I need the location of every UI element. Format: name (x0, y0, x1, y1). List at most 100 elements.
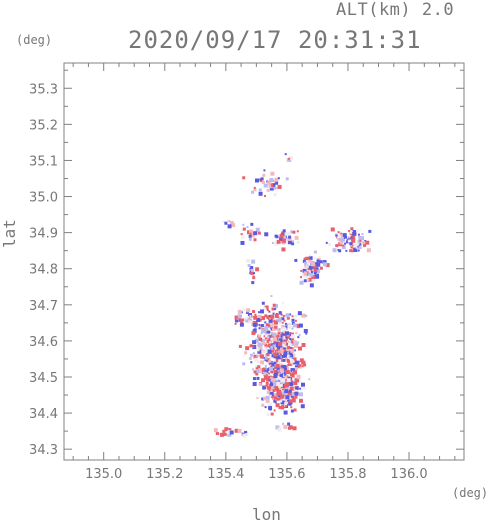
echo-cell (224, 427, 229, 432)
echo-cell (311, 262, 316, 267)
y-axis-unit: (deg) (16, 33, 53, 47)
echo-cell (275, 363, 280, 368)
echo-cell (251, 330, 256, 335)
echo-cell (287, 332, 292, 337)
echo-cell (270, 295, 273, 298)
echo-cell (268, 379, 271, 382)
echo-cell (263, 396, 267, 400)
echo-cell (305, 264, 308, 267)
echo-cell (264, 349, 269, 354)
echo-cell (350, 230, 354, 234)
plot-frame (63, 62, 465, 461)
echo-cell (282, 364, 287, 369)
echo-cell (266, 390, 270, 394)
echo-cell (295, 360, 300, 365)
echo-cell (252, 368, 255, 371)
echo-cell (254, 357, 259, 362)
echo-cell (277, 342, 282, 347)
echo-cell (261, 301, 265, 305)
echo-cell (308, 259, 312, 263)
echo-cell (261, 367, 266, 372)
echo-cell (265, 384, 268, 387)
echo-cell (273, 361, 277, 365)
echo-cell (284, 363, 287, 366)
echo-cell (348, 239, 352, 243)
echo-cell (237, 314, 242, 319)
echo-cell (273, 369, 277, 373)
echo-cell (286, 347, 291, 352)
echo-cell (265, 323, 270, 328)
echo-cell (264, 356, 268, 360)
chart-title: 2020/09/17 20:31:31 (128, 26, 422, 54)
echo-cell (313, 267, 318, 272)
echo-cell (263, 335, 266, 338)
echo-cell (290, 341, 295, 346)
echo-cell (277, 331, 281, 335)
echo-cell (280, 375, 285, 380)
echo-cell (280, 313, 283, 316)
echo-cell (260, 329, 265, 334)
echo-cell (305, 332, 308, 335)
echo-cell (266, 339, 269, 342)
echo-cell (258, 327, 261, 330)
echo-cell (264, 337, 267, 340)
echo-cell (246, 258, 251, 263)
echo-cell (279, 381, 282, 384)
echo-cell (276, 239, 281, 244)
echo-cell (291, 341, 294, 344)
echo-cell (257, 231, 261, 235)
echo-cell (260, 180, 263, 183)
echo-cell (277, 177, 280, 180)
echo-cell (249, 272, 252, 275)
echo-cell (302, 386, 306, 390)
echo-cell (304, 261, 308, 265)
echo-cell (273, 344, 276, 347)
echo-cell (241, 232, 244, 235)
echo-cell (259, 354, 264, 359)
echo-cell (267, 330, 271, 334)
echo-cell (248, 234, 252, 238)
echo-cell (291, 357, 294, 360)
echo-cell (289, 386, 294, 391)
echo-cell (274, 394, 278, 398)
echo-cell (290, 347, 294, 351)
x-tick-label: 136.0 (390, 467, 427, 482)
echo-cell (348, 229, 351, 232)
echo-cell (301, 360, 306, 365)
echo-cell (223, 432, 226, 435)
echo-cell (341, 236, 344, 239)
echo-cell (286, 387, 289, 390)
echo-cell (299, 366, 302, 369)
echo-cell (269, 392, 273, 396)
echo-cell (310, 269, 313, 272)
echo-cell (303, 329, 308, 334)
echo-cell (270, 337, 274, 341)
echo-cell (286, 231, 291, 236)
echo-cell (268, 345, 271, 348)
echo-cell (253, 186, 256, 189)
echo-cell (246, 308, 251, 313)
echo-cell (263, 194, 266, 197)
echo-cell (344, 242, 347, 245)
echo-cell (244, 317, 249, 322)
echo-cell (339, 237, 343, 241)
echo-cell (264, 406, 267, 409)
echo-cell (261, 403, 265, 407)
echo-cell (260, 324, 264, 328)
echo-cell (242, 433, 247, 438)
echo-cell (274, 336, 277, 339)
echo-cell (235, 319, 239, 323)
echo-cell (349, 242, 353, 246)
echo-cell (281, 331, 286, 336)
echo-cell (249, 229, 254, 234)
echo-cell (263, 374, 268, 379)
echo-cell (277, 184, 282, 189)
echo-cell (271, 318, 274, 321)
echo-cell (289, 346, 292, 349)
echo-cell (271, 307, 275, 311)
echo-cell (342, 244, 345, 247)
echo-cell (290, 348, 295, 353)
echo-cell (290, 368, 295, 373)
echo-cell (275, 359, 279, 363)
echo-cell (282, 358, 286, 362)
